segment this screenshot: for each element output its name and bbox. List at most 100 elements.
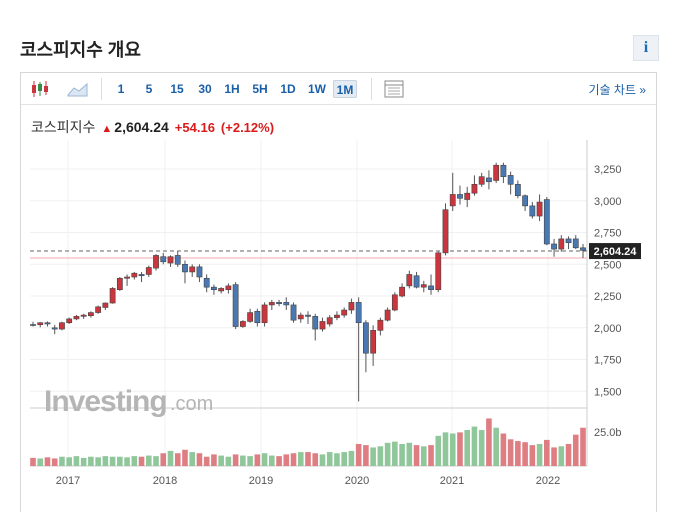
- candle-body: [30, 324, 36, 326]
- volume-bar: [182, 449, 188, 466]
- y-tick-label: 3,250: [594, 164, 622, 176]
- candle-body: [580, 247, 586, 251]
- chart-panel: 1 5 15 30 1H 5H 1D 1W 1M 기술 차트 » 코스피지수 ▲ 2…: [20, 72, 657, 512]
- candle-body: [254, 310, 261, 324]
- volume-bar: [428, 445, 434, 466]
- volume-bar: [167, 450, 174, 466]
- candle-body: [370, 330, 377, 354]
- volume-bar: [225, 456, 232, 466]
- timeframe-1h[interactable]: 1H: [224, 82, 240, 96]
- volume-bar: [406, 442, 413, 466]
- volume-bar: [471, 426, 478, 466]
- candle-body: [464, 192, 471, 200]
- candle-body: [276, 302, 282, 304]
- volume-bar: [363, 445, 369, 466]
- candle-body: [486, 177, 492, 183]
- candle-body: [116, 277, 123, 290]
- volume-bar: [269, 455, 275, 466]
- volume-bar: [392, 441, 398, 466]
- candle-body: [326, 317, 333, 325]
- timeframe-1[interactable]: 1: [117, 82, 125, 96]
- candle-body: [341, 309, 348, 316]
- volume-bar: [44, 457, 51, 466]
- x-tick-label: 2017: [56, 475, 80, 487]
- candle-body: [247, 312, 254, 322]
- volume-bar: [572, 434, 579, 466]
- timeframe-15[interactable]: 15: [170, 82, 184, 96]
- volume-bar: [435, 435, 442, 466]
- candle-body: [500, 164, 507, 177]
- volume-bar: [565, 443, 572, 466]
- candle-body: [413, 275, 420, 288]
- candle-body: [73, 316, 80, 320]
- candlestick-chart-icon[interactable]: [29, 79, 51, 99]
- candle-body: [290, 304, 297, 321]
- candle-body: [334, 314, 340, 318]
- timeframe-30[interactable]: 30: [198, 82, 212, 96]
- timeframe-1m[interactable]: 1M: [333, 80, 357, 98]
- candle-body: [102, 302, 109, 308]
- candle-body: [66, 318, 73, 324]
- volume-bar: [37, 458, 44, 466]
- y-tick-label: 1,750: [594, 355, 622, 367]
- timeframe-1w[interactable]: 1W: [308, 82, 326, 96]
- volume-bar: [486, 418, 492, 466]
- candle-body: [189, 266, 196, 273]
- volume-bar: [218, 455, 224, 466]
- y-tick-label: 3,000: [594, 196, 622, 208]
- candle-body: [131, 272, 138, 278]
- candle-body: [428, 285, 434, 291]
- candle-body: [471, 183, 478, 194]
- candle-body: [261, 304, 268, 324]
- volume-bar: [117, 456, 123, 466]
- timeframe-5h[interactable]: 5H: [252, 82, 268, 96]
- candle-body: [44, 322, 51, 325]
- last-price-tag: [589, 243, 641, 260]
- timeframe-1d[interactable]: 1D: [280, 82, 296, 96]
- index-name: 코스피지수: [31, 119, 96, 135]
- candle-body: [312, 316, 319, 330]
- candle-body: [478, 176, 485, 185]
- investing-watermark: Investing: [44, 385, 167, 418]
- candle-body: [442, 209, 449, 254]
- investing-watermark-suffix: .com: [170, 393, 213, 415]
- up-arrow-icon: ▲: [101, 123, 113, 135]
- volume-bar: [102, 456, 109, 466]
- volume-bar: [232, 454, 239, 466]
- index-change-pct: (+2.12%): [220, 120, 275, 135]
- candle-body: [435, 252, 442, 290]
- candle-body: [384, 309, 391, 321]
- volume-bar: [145, 455, 152, 466]
- volume-bar: [399, 443, 405, 466]
- volume-bar: [305, 452, 311, 466]
- candle-body: [348, 302, 355, 311]
- y-tick-label: 2,750: [594, 228, 622, 240]
- technical-chart-link[interactable]: 기술 차트 »: [588, 83, 646, 97]
- candle-body: [543, 199, 550, 245]
- timeframe-5[interactable]: 5: [145, 82, 153, 96]
- candle-body: [572, 238, 579, 249]
- index-price: 2,604.24: [114, 119, 169, 135]
- volume-bar: [240, 455, 246, 466]
- volume-bar: [551, 447, 557, 466]
- index-change: +54.16: [174, 120, 215, 135]
- candle-body: [232, 284, 239, 327]
- candle-body: [109, 288, 116, 304]
- candle-body: [174, 255, 181, 265]
- candle-body: [529, 205, 536, 217]
- candle-body: [391, 294, 398, 311]
- table-view-icon[interactable]: [383, 79, 405, 99]
- volume-bar: [247, 456, 253, 466]
- candle-body: [362, 322, 369, 354]
- volume-bar: [493, 427, 499, 466]
- page-title: 코스피지수 개요: [20, 40, 141, 60]
- candle-body: [406, 274, 413, 287]
- info-button[interactable]: i: [633, 35, 659, 61]
- volume-bar: [80, 457, 87, 466]
- candle-body: [182, 263, 188, 273]
- x-tick-label: 2018: [153, 475, 177, 487]
- area-chart-icon[interactable]: [66, 79, 90, 99]
- x-tick-label: 2020: [345, 475, 369, 487]
- candle-body: [420, 284, 427, 288]
